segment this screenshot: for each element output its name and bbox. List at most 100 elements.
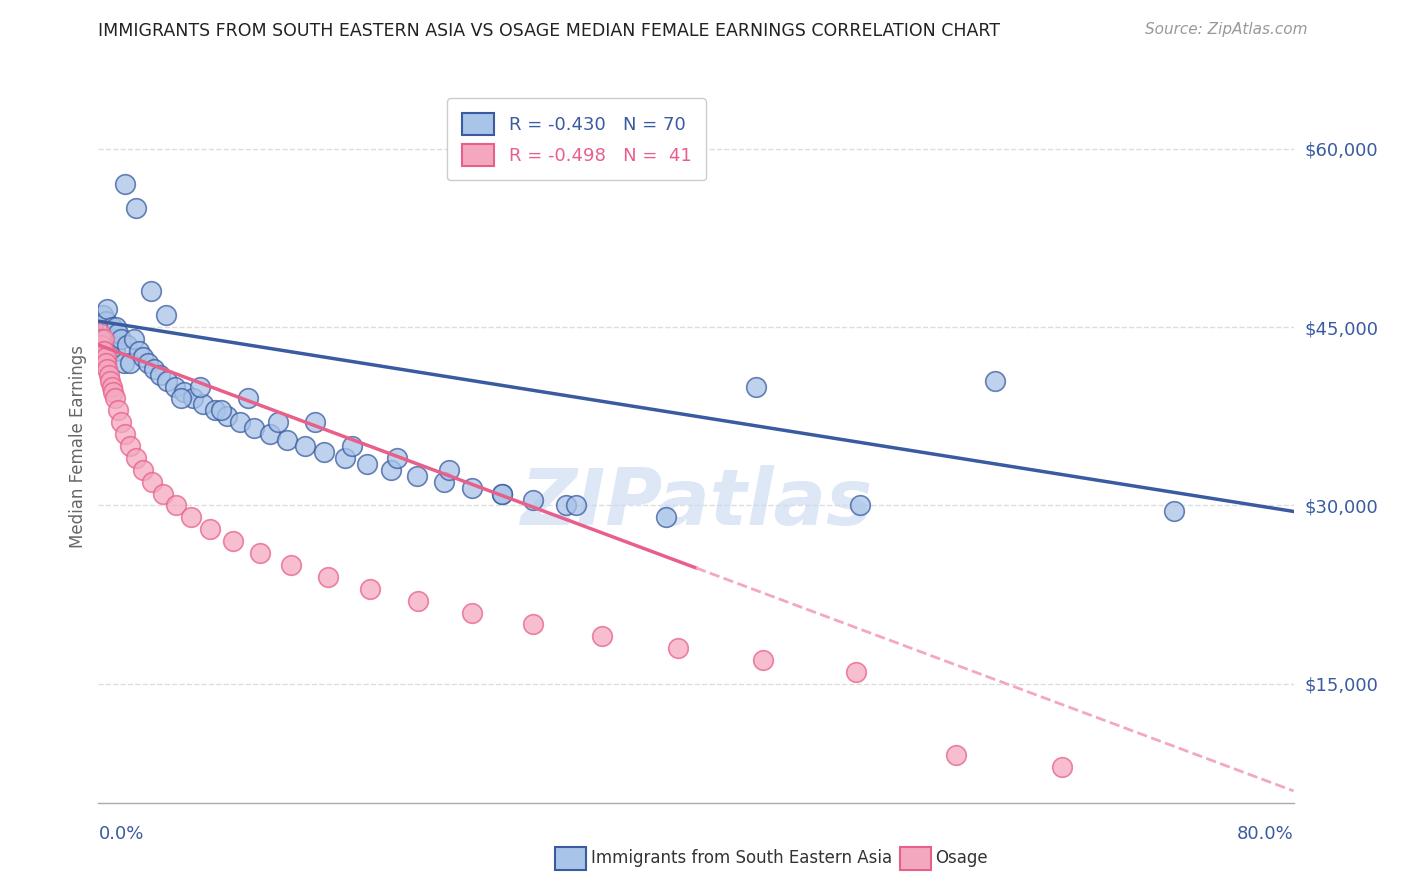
Point <box>125 450 148 465</box>
Point <box>90 320 112 334</box>
Point <box>97 368 120 382</box>
Point <box>752 653 775 667</box>
Point <box>356 457 378 471</box>
Point <box>128 343 150 358</box>
Point <box>112 356 135 370</box>
Point <box>491 486 513 500</box>
Point <box>215 409 238 424</box>
Point <box>105 320 128 334</box>
Point <box>91 350 114 364</box>
Point <box>110 415 132 429</box>
Point <box>94 350 117 364</box>
Point <box>565 499 588 513</box>
Point <box>103 385 125 400</box>
Point <box>209 403 232 417</box>
Point <box>89 343 111 358</box>
Point <box>461 606 484 620</box>
Point <box>89 332 111 346</box>
Point <box>180 510 202 524</box>
Point <box>591 629 613 643</box>
Point <box>406 593 429 607</box>
Point <box>318 570 340 584</box>
Point <box>101 379 124 393</box>
Point <box>93 326 115 340</box>
Point <box>101 320 124 334</box>
Point <box>304 415 326 429</box>
Point <box>155 308 177 322</box>
Point <box>114 178 136 192</box>
Point <box>149 368 172 382</box>
Point <box>91 350 114 364</box>
Point <box>94 314 117 328</box>
Point <box>141 475 163 489</box>
Point <box>103 332 125 346</box>
Point <box>96 343 118 358</box>
Point <box>983 374 1005 388</box>
Text: 80.0%: 80.0% <box>1237 825 1294 843</box>
Point <box>163 379 186 393</box>
Point <box>522 492 544 507</box>
Point <box>845 665 868 679</box>
Point <box>90 338 112 352</box>
Point <box>89 326 111 340</box>
Point <box>107 326 129 340</box>
Point <box>243 421 266 435</box>
Point <box>114 427 136 442</box>
Point <box>93 343 115 358</box>
Text: ZIPatlas: ZIPatlas <box>520 465 872 541</box>
Point <box>555 499 578 513</box>
Point <box>156 374 179 388</box>
Point <box>200 522 222 536</box>
Point <box>666 641 689 656</box>
Point <box>359 582 381 596</box>
Point <box>945 748 967 763</box>
Point <box>142 361 165 376</box>
Point <box>276 433 298 447</box>
Point <box>342 439 364 453</box>
Point <box>110 332 132 346</box>
Point <box>93 332 115 346</box>
Point <box>188 379 211 393</box>
Point <box>132 463 155 477</box>
Point <box>104 343 127 358</box>
Point <box>280 558 302 572</box>
Point <box>107 403 129 417</box>
Point <box>385 450 409 465</box>
Point <box>655 510 678 524</box>
Point <box>249 546 271 560</box>
Point <box>90 332 112 346</box>
Point <box>745 379 768 393</box>
Legend: R = -0.430   N = 70, R = -0.498   N =  41: R = -0.430 N = 70, R = -0.498 N = 41 <box>447 98 706 180</box>
Point <box>222 534 245 549</box>
Point <box>115 338 138 352</box>
Point <box>259 427 281 442</box>
Point <box>173 385 195 400</box>
Y-axis label: Median Female Earnings: Median Female Earnings <box>69 344 87 548</box>
Point <box>118 356 141 370</box>
Point <box>181 392 204 406</box>
Point <box>522 617 544 632</box>
Point <box>125 201 148 215</box>
Point <box>90 338 112 352</box>
Point <box>94 332 117 346</box>
Point <box>267 415 290 429</box>
Text: Osage: Osage <box>935 849 987 867</box>
Point <box>124 332 146 346</box>
Point <box>91 308 114 322</box>
Point <box>191 397 214 411</box>
Point <box>405 468 427 483</box>
Point <box>93 343 115 358</box>
Point <box>152 486 174 500</box>
Point <box>104 392 127 406</box>
Point <box>236 392 259 406</box>
Point <box>98 338 122 352</box>
Point <box>439 463 461 477</box>
Text: Immigrants from South Eastern Asia: Immigrants from South Eastern Asia <box>591 849 891 867</box>
Point <box>849 499 872 513</box>
Point <box>204 403 226 417</box>
Point <box>380 463 402 477</box>
Text: Source: ZipAtlas.com: Source: ZipAtlas.com <box>1144 22 1308 37</box>
Text: 0.0%: 0.0% <box>98 825 143 843</box>
Point <box>97 332 120 346</box>
Point <box>94 356 117 370</box>
